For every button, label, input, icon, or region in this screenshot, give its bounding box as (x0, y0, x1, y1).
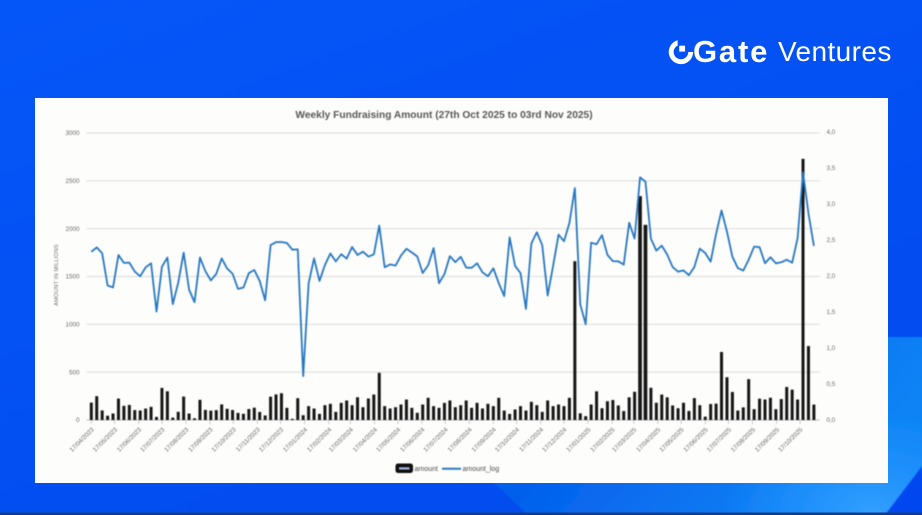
svg-text:4,0: 4,0 (827, 129, 836, 136)
svg-text:amount_log: amount_log (463, 466, 500, 473)
svg-text:2500: 2500 (65, 178, 80, 185)
svg-text:1,5: 1,5 (827, 309, 836, 316)
svg-text:AMOUNT IN MILLIONS: AMOUNT IN MILLIONS (54, 244, 60, 306)
svg-text:1500: 1500 (65, 274, 80, 281)
svg-text:2,5: 2,5 (827, 237, 836, 244)
svg-text:500: 500 (69, 369, 80, 376)
svg-text:17/10/2024: 17/10/2024 (494, 426, 522, 454)
svg-text:3,5: 3,5 (827, 165, 836, 172)
svg-text:3,0: 3,0 (827, 201, 836, 208)
svg-text:17/05/2024: 17/05/2024 (375, 426, 403, 454)
svg-text:17/08/2023: 17/08/2023 (163, 426, 191, 454)
svg-text:2,0: 2,0 (827, 273, 836, 280)
svg-text:3000: 3000 (65, 130, 80, 137)
svg-text:17/07/2025: 17/07/2025 (706, 426, 734, 454)
svg-text:17/07/2023: 17/07/2023 (139, 426, 167, 454)
svg-text:1,0: 1,0 (827, 345, 836, 352)
svg-text:17/07/2024: 17/07/2024 (422, 426, 450, 454)
svg-text:1000: 1000 (65, 322, 80, 329)
svg-text:17/10/2025: 17/10/2025 (777, 426, 805, 454)
svg-text:17/05/2025: 17/05/2025 (658, 426, 686, 454)
svg-text:17/12/2024: 17/12/2024 (541, 426, 569, 454)
svg-text:0: 0 (76, 417, 80, 424)
svg-text:17/12/2023: 17/12/2023 (258, 426, 286, 454)
svg-text:17/08/2024: 17/08/2024 (446, 426, 474, 454)
svg-text:17/05/2023: 17/05/2023 (92, 426, 120, 454)
svg-text:amount: amount (415, 466, 438, 473)
svg-text:Weekly Fundraising Amount (27t: Weekly Fundraising Amount (27th Oct 2025… (295, 110, 592, 121)
svg-text:17/01/2025: 17/01/2025 (565, 426, 593, 454)
svg-text:0,5: 0,5 (827, 381, 836, 388)
svg-text:2000: 2000 (65, 226, 80, 233)
svg-text:17/08/2025: 17/08/2025 (730, 426, 758, 454)
svg-text:17/01/2024: 17/01/2024 (282, 426, 310, 454)
svg-text:17/10/2023: 17/10/2023 (211, 426, 239, 454)
svg-text:0,0: 0,0 (827, 417, 836, 424)
